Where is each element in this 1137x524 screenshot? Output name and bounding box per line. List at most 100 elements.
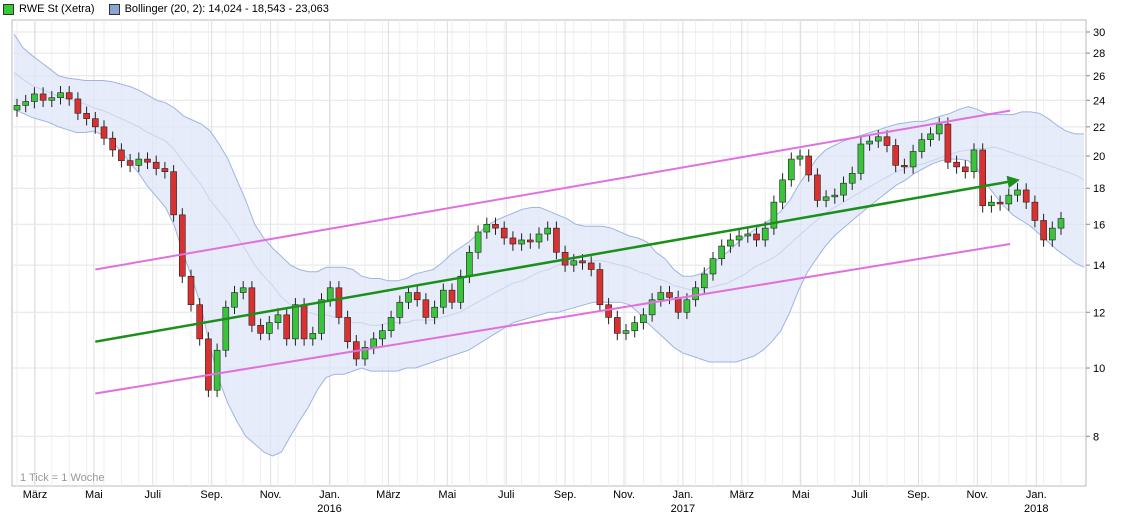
x-tick-label: Nov. xyxy=(966,489,988,501)
candle-down xyxy=(74,98,82,114)
candle-up xyxy=(466,251,473,277)
candle-up xyxy=(648,299,656,316)
candle-down xyxy=(92,118,99,128)
candle-down xyxy=(901,165,908,168)
candle-up xyxy=(544,227,552,235)
candle-up xyxy=(222,306,230,351)
candle-down xyxy=(1031,201,1039,221)
y-tick-label: 24 xyxy=(1093,95,1105,107)
candle-up xyxy=(909,151,917,168)
legend-label-series: RWE St (Xetra) xyxy=(19,3,95,15)
x-tick-label: Sep. xyxy=(200,489,223,501)
candle-up xyxy=(848,173,856,184)
candle-up xyxy=(31,93,38,102)
legend-item-bollinger: Bollinger (20, 2): 14,024 - 18,543 - 23,… xyxy=(108,3,329,15)
x-tick-label: Jan. xyxy=(319,489,340,501)
candle-down xyxy=(666,292,673,298)
x-tick-year: 2017 xyxy=(671,503,695,515)
candle-down xyxy=(526,239,534,243)
x-tick-label: Mai xyxy=(85,489,103,501)
candle-up xyxy=(718,245,726,259)
candle-up xyxy=(13,105,21,111)
candle-up xyxy=(361,347,369,360)
candle-down xyxy=(422,299,430,318)
candle-down xyxy=(65,92,73,100)
x-tick-year: 2018 xyxy=(1024,503,1048,515)
y-tick-label: 30 xyxy=(1093,27,1105,39)
x-tick-label: Juli xyxy=(145,489,162,501)
candle-up xyxy=(796,155,804,160)
candle-up xyxy=(761,227,769,241)
candle-up xyxy=(292,304,299,340)
x-tick-label: Jan. xyxy=(1026,489,1047,501)
tick-note: 1 Tick = 1 Woche xyxy=(20,472,104,484)
candle-up xyxy=(239,287,247,293)
y-tick-label: 10 xyxy=(1093,363,1105,375)
candle-down xyxy=(170,171,177,216)
candle-up xyxy=(631,322,639,331)
x-tick-label: Sep. xyxy=(554,489,577,501)
bollinger-upper xyxy=(13,33,1084,282)
x-tick-label: Juli xyxy=(851,489,868,501)
candle-up xyxy=(709,258,717,275)
candle-down xyxy=(344,317,351,342)
y-tick-label: 26 xyxy=(1093,71,1105,83)
candle-up xyxy=(970,149,978,173)
x-axis: März Mai Juli Sep. Nov. Jan. 2016 März Mai Juli Se… xyxy=(23,489,1049,515)
candle-down xyxy=(961,166,969,173)
candles xyxy=(13,86,1065,398)
candle-up xyxy=(735,235,743,241)
candle-up xyxy=(379,330,386,340)
candle-down xyxy=(613,317,621,334)
candle-up xyxy=(318,299,325,334)
trend-lines xyxy=(95,109,1020,395)
candle-down xyxy=(83,112,90,119)
candle-up xyxy=(483,223,491,233)
candle-down xyxy=(335,287,343,318)
candle-down xyxy=(953,161,960,168)
candle-up xyxy=(274,314,282,323)
candle-down xyxy=(883,136,891,146)
candle-up xyxy=(135,158,143,166)
legend-swatch-series xyxy=(3,3,14,15)
x-tick-label: Nov. xyxy=(613,489,635,501)
candle-down xyxy=(161,168,169,173)
candle-up xyxy=(840,182,847,196)
x-tick-label: Jan. xyxy=(673,489,694,501)
candle-down xyxy=(126,160,134,166)
legend: RWE St (Xetra) Bollinger (20, 2): 14,024… xyxy=(3,3,329,15)
candle-down xyxy=(979,149,987,207)
candle-up xyxy=(457,275,465,303)
candle-down xyxy=(39,93,47,101)
candle-down xyxy=(300,304,308,340)
candle-up xyxy=(822,196,830,201)
y-tick-label: 18 xyxy=(1093,183,1105,195)
candle-up xyxy=(213,349,221,391)
x-tick-label: Mai xyxy=(792,489,810,501)
y-axis: 8 10 12 14 16 18 20 22 24 26 28 30 xyxy=(1086,27,1105,443)
candle-up xyxy=(405,292,412,303)
candle-down xyxy=(100,126,108,139)
candle-up xyxy=(692,287,699,301)
candle-up xyxy=(727,239,734,247)
candle-up xyxy=(231,292,238,308)
y-tick-label: 8 xyxy=(1093,431,1099,443)
candle-down xyxy=(187,275,195,306)
candle-down xyxy=(605,304,612,318)
y-tick-label: 16 xyxy=(1093,219,1105,231)
candle-up xyxy=(935,123,943,135)
candle-down xyxy=(553,227,560,253)
candle-down xyxy=(509,237,517,245)
candle-up xyxy=(744,233,752,237)
candle-down xyxy=(587,262,595,270)
candle-up xyxy=(48,97,56,101)
candle-down xyxy=(944,123,952,163)
y-tick-label: 12 xyxy=(1093,307,1105,319)
candle-down xyxy=(118,149,125,161)
trend-line-channel-lower xyxy=(95,243,1011,395)
candle-up xyxy=(57,92,64,99)
y-tick-label: 20 xyxy=(1093,151,1105,163)
bollinger-middle xyxy=(13,71,1085,326)
legend-label-bollinger: Bollinger (20, 2): 14,024 - 18,543 - 23,… xyxy=(124,3,329,15)
